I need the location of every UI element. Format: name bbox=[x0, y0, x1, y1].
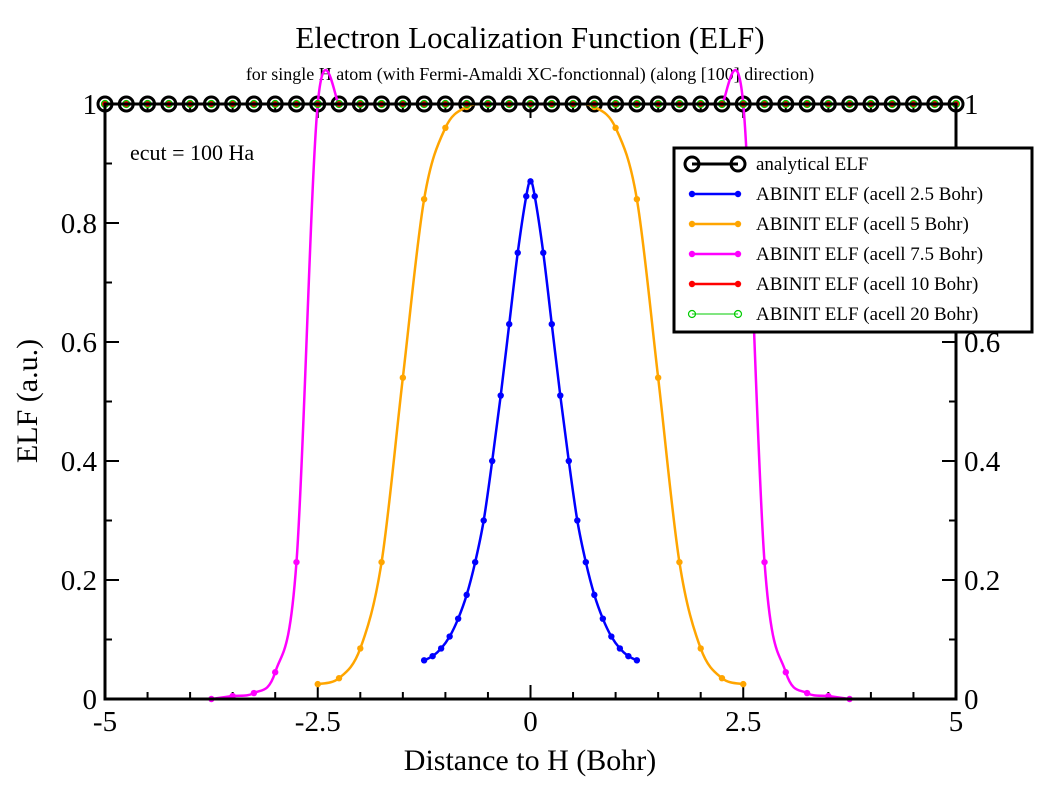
data-point bbox=[527, 178, 534, 185]
chart-title: Electron Localization Function (ELF) bbox=[295, 20, 764, 55]
legend-entry-abinit-elf-acell-2-5-bohr: ABINIT ELF (acell 2.5 Bohr) bbox=[688, 184, 983, 205]
data-point bbox=[523, 193, 530, 200]
data-point bbox=[557, 392, 564, 399]
legend-marker bbox=[683, 155, 701, 173]
data-point bbox=[782, 669, 789, 676]
legend-marker bbox=[688, 250, 696, 258]
legend-label: ABINIT ELF (acell 10 Bohr) bbox=[756, 274, 978, 295]
x-tick-label: 2.5 bbox=[725, 706, 761, 738]
data-point bbox=[697, 645, 704, 652]
series-abinit-elf-acell-2-5-bohr bbox=[420, 178, 641, 664]
legend-entry-abinit-elf-acell-20-bohr: ABINIT ELF (acell 20 Bohr) bbox=[687, 304, 978, 325]
y-tick-label-left: 1 bbox=[83, 89, 98, 121]
legend-marker bbox=[734, 250, 742, 258]
legend-label: analytical ELF bbox=[756, 154, 868, 175]
legend-marker bbox=[734, 190, 742, 198]
data-point bbox=[314, 680, 321, 688]
data-point bbox=[420, 196, 428, 203]
x-tick-labels: -5 -2.5 0 2.5 5 bbox=[93, 706, 963, 738]
data-point bbox=[548, 320, 555, 328]
data-point bbox=[803, 689, 811, 697]
legend-marker bbox=[733, 309, 743, 319]
data-point bbox=[399, 374, 407, 381]
data-point bbox=[616, 645, 624, 652]
data-point bbox=[633, 196, 641, 203]
data-point bbox=[463, 591, 470, 599]
data-point bbox=[582, 558, 590, 566]
data-point bbox=[608, 633, 615, 640]
data-point bbox=[676, 558, 683, 566]
data-point bbox=[471, 558, 479, 566]
data-point bbox=[497, 392, 504, 399]
legend-marker bbox=[734, 220, 742, 228]
y-axis-label: ELF (a.u.) bbox=[11, 339, 44, 463]
legend-label: ABINIT ELF (acell 7.5 Bohr) bbox=[756, 244, 983, 265]
data-point bbox=[489, 457, 496, 465]
legend-entry-abinit-elf-acell-10-bohr: ABINIT ELF (acell 10 Bohr) bbox=[688, 274, 978, 295]
data-point bbox=[250, 689, 258, 697]
data-point bbox=[514, 249, 521, 256]
data-point bbox=[293, 558, 300, 566]
legend-marker bbox=[729, 155, 747, 173]
data-point bbox=[378, 558, 385, 566]
data-point bbox=[437, 645, 445, 652]
legend-marker bbox=[688, 190, 696, 198]
data-point bbox=[761, 558, 768, 566]
legend-marker bbox=[688, 220, 696, 228]
data-point bbox=[633, 657, 641, 664]
legend-entry-analytical-elf: analytical ELF bbox=[683, 154, 868, 175]
data-point bbox=[506, 320, 513, 328]
data-point bbox=[480, 517, 487, 524]
y-tick-label-left: 0.4 bbox=[61, 446, 98, 478]
data-point bbox=[335, 674, 343, 682]
x-tick-label: -5 bbox=[93, 706, 117, 738]
legend-marker bbox=[687, 309, 697, 319]
data-point bbox=[442, 124, 449, 131]
data-point bbox=[574, 517, 581, 524]
y-tick-label-left: 0.6 bbox=[61, 327, 97, 359]
data-point bbox=[357, 645, 364, 652]
y-tick-labels-left: 0 0.2 0.4 0.6 0.8 1 bbox=[61, 89, 98, 716]
data-point bbox=[272, 669, 279, 676]
legend-label: ABINIT ELF (acell 2.5 Bohr) bbox=[756, 184, 983, 205]
legend: analytical ELF ABINIT ELF (acell 2.5 Bohr… bbox=[672, 146, 1034, 334]
data-point bbox=[565, 457, 572, 465]
legend-label: ABINIT ELF (acell 5 Bohr) bbox=[756, 214, 969, 235]
y-tick-label-right: 0.4 bbox=[964, 446, 1001, 478]
data-point bbox=[625, 652, 632, 660]
legend-entry-abinit-elf-acell-5-bohr: ABINIT ELF (acell 5 Bohr) bbox=[688, 214, 969, 235]
data-point bbox=[531, 193, 538, 200]
data-point bbox=[740, 680, 747, 688]
y-tick-label-right: 1 bbox=[964, 89, 979, 121]
data-point bbox=[612, 124, 619, 131]
y-tick-label-right: 0.2 bbox=[964, 565, 1000, 597]
legend-marker bbox=[734, 280, 742, 288]
data-point bbox=[429, 652, 436, 660]
y-tick-label-left: 0 bbox=[83, 684, 98, 716]
data-point bbox=[446, 633, 453, 640]
legend-label: ABINIT ELF (acell 20 Bohr) bbox=[756, 304, 978, 325]
y-tick-label-left: 0.8 bbox=[61, 208, 97, 240]
data-point bbox=[718, 674, 726, 682]
data-point bbox=[540, 249, 547, 256]
y-tick-label-right: 0 bbox=[964, 684, 979, 716]
x-axis-label: Distance to H (Bohr) bbox=[404, 744, 656, 777]
data-point bbox=[420, 657, 428, 664]
data-point bbox=[654, 374, 662, 381]
x-tick-label: 5 bbox=[949, 706, 964, 738]
data-point bbox=[591, 591, 598, 599]
x-tick-label: 0 bbox=[523, 706, 538, 738]
x-tick-label: -2.5 bbox=[295, 706, 341, 738]
plot-frame bbox=[103, 102, 958, 701]
chart-subtitle: for single H atom (with Fermi-Amaldi XC-… bbox=[246, 64, 814, 85]
data-point bbox=[599, 615, 607, 622]
legend-box bbox=[672, 146, 1034, 334]
y-tick-label-left: 0.2 bbox=[61, 565, 97, 597]
ecut-annotation: ecut = 100 Ha bbox=[130, 140, 254, 165]
data-point bbox=[454, 615, 462, 622]
legend-marker bbox=[688, 280, 696, 288]
legend-entry-abinit-elf-acell-7-5-bohr: ABINIT ELF (acell 7.5 Bohr) bbox=[688, 244, 983, 265]
